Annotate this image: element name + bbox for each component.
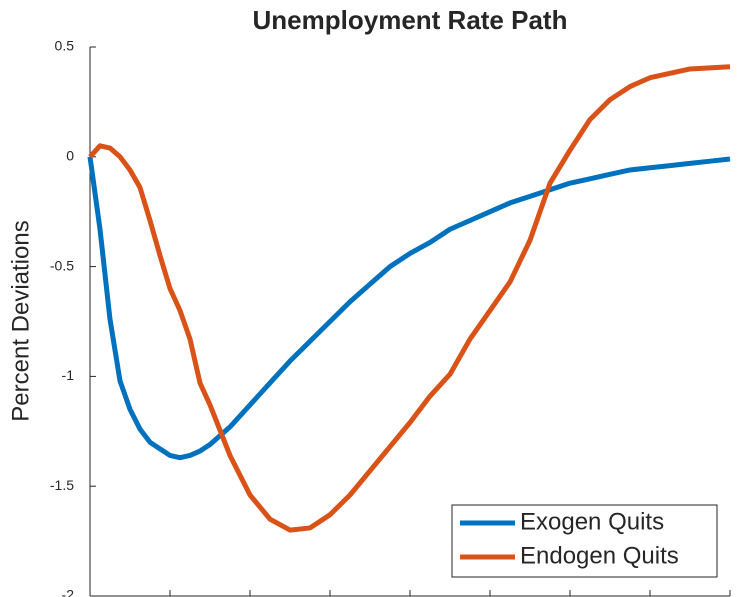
- y-tick-label: -1: [62, 367, 75, 383]
- y-tick-label: -1.5: [50, 477, 74, 493]
- y-axis-label: Percent Deviations: [7, 220, 34, 421]
- y-tick-label: -0.5: [50, 257, 74, 273]
- legend-label: Endogen Quits: [520, 542, 679, 569]
- series-line: [88, 64, 731, 533]
- y-tick-label: 0: [66, 148, 74, 164]
- series-line: [87, 156, 731, 461]
- chart-title: Unemployment Rate Path: [253, 5, 568, 35]
- y-tick-label: -2: [62, 587, 75, 597]
- y-tick-label: 0.5: [55, 38, 75, 54]
- legend-box: [451, 504, 718, 578]
- legend-label: Exogen Quits: [520, 508, 664, 535]
